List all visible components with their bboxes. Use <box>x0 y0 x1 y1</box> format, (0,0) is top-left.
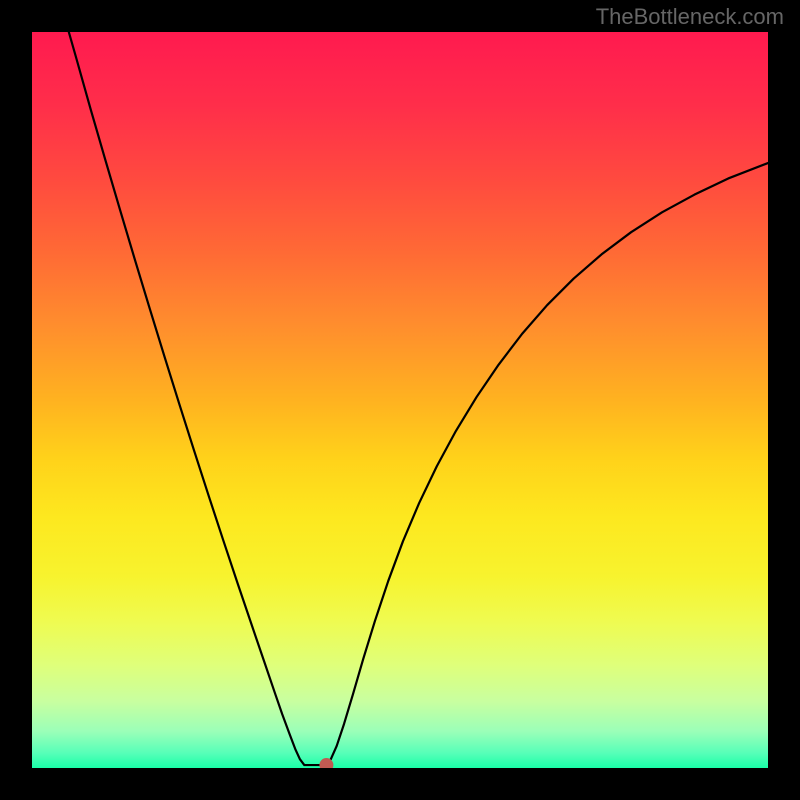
chart-svg <box>32 32 768 768</box>
chart-background <box>32 32 768 768</box>
watermark-text: TheBottleneck.com <box>596 4 784 30</box>
bottleneck-chart <box>32 32 768 768</box>
optimal-point-marker <box>320 759 333 768</box>
